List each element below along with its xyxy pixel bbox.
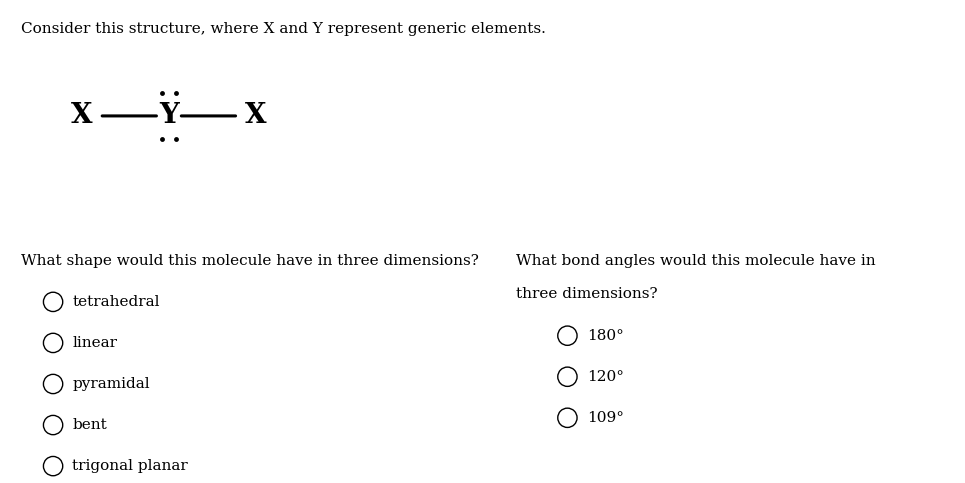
Text: tetrahedral: tetrahedral: [72, 295, 160, 309]
Text: trigonal planar: trigonal planar: [72, 459, 188, 473]
Text: X: X: [245, 102, 266, 129]
Text: 120°: 120°: [587, 370, 623, 384]
Text: 180°: 180°: [587, 329, 623, 342]
Text: pyramidal: pyramidal: [72, 377, 150, 391]
Text: three dimensions?: three dimensions?: [516, 287, 658, 301]
Text: 109°: 109°: [587, 411, 623, 425]
Text: bent: bent: [72, 418, 107, 432]
Text: Y: Y: [159, 102, 179, 129]
Text: linear: linear: [72, 336, 118, 350]
Text: X: X: [71, 102, 93, 129]
Text: What shape would this molecule have in three dimensions?: What shape would this molecule have in t…: [21, 254, 479, 268]
Text: Consider this structure, where X and Y represent generic elements.: Consider this structure, where X and Y r…: [21, 22, 546, 36]
Text: What bond angles would this molecule have in: What bond angles would this molecule hav…: [516, 254, 876, 268]
